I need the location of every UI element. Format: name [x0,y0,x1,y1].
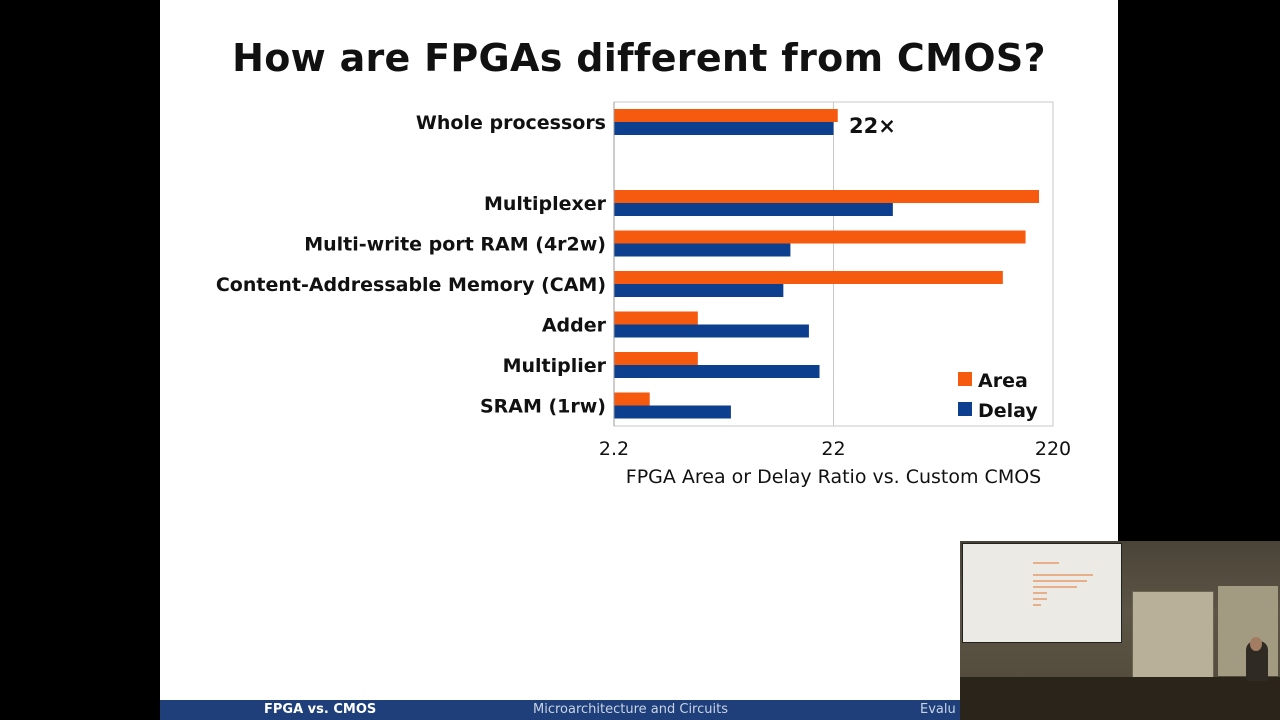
bar-delay [614,203,893,216]
footer-section: FPGA vs. CMOS [264,702,377,717]
bar-delay [614,122,834,135]
annotation-label: 22× [849,114,896,138]
category-label: Multi-write port RAM (4r2w) [304,234,606,256]
bar-delay [614,405,731,419]
category-label: Whole processors [416,112,606,134]
x-axis-title: FPGA Area or Delay Ratio vs. Custom CMOS [626,466,1041,488]
x-tick-label: 2.2 [599,438,629,460]
bar-area [614,271,1003,284]
category-label: Adder [542,315,607,337]
x-tick-label: 22 [821,438,845,460]
legend-swatch-delay [958,402,972,416]
projector-screen [962,543,1122,643]
footer-next: Evalu [920,702,956,717]
desk [960,677,1280,720]
legend-label-area: Area [978,370,1028,392]
bar-delay [614,243,791,257]
bar-chart: Whole processors Multiplexer Multi-write p… [216,101,1071,488]
footer-topic: Microarchitecture and Circuits [533,702,728,717]
bar-area [614,352,698,365]
bar-area [614,109,838,122]
legend-swatch-area [958,372,972,386]
category-label: SRAM (1rw) [480,396,606,418]
speaker-figure [1246,641,1268,681]
slide-title: How are FPGAs different from CMOS? [232,36,1046,80]
bar-delay [614,324,809,338]
bar-area [614,230,1026,244]
bar-area [614,311,698,325]
legend-label-delay: Delay [978,400,1038,422]
speaker-head [1250,637,1262,651]
bar-delay [614,365,820,378]
slide: How are FPGAs different from CMOS? Whole… [160,0,1118,720]
footer-bar: FPGA vs. CMOS Microarchitecture and Circ… [160,700,1118,720]
bar-area [614,190,1040,203]
speaker-video-thumbnail [960,541,1280,720]
category-label: Multiplier [503,355,607,377]
bar-delay [614,284,784,297]
x-tick-label: 220 [1035,438,1071,460]
category-label: Content-Addressable Memory (CAM) [216,274,606,296]
bar-area [614,392,650,406]
category-label: Multiplexer [484,193,607,215]
